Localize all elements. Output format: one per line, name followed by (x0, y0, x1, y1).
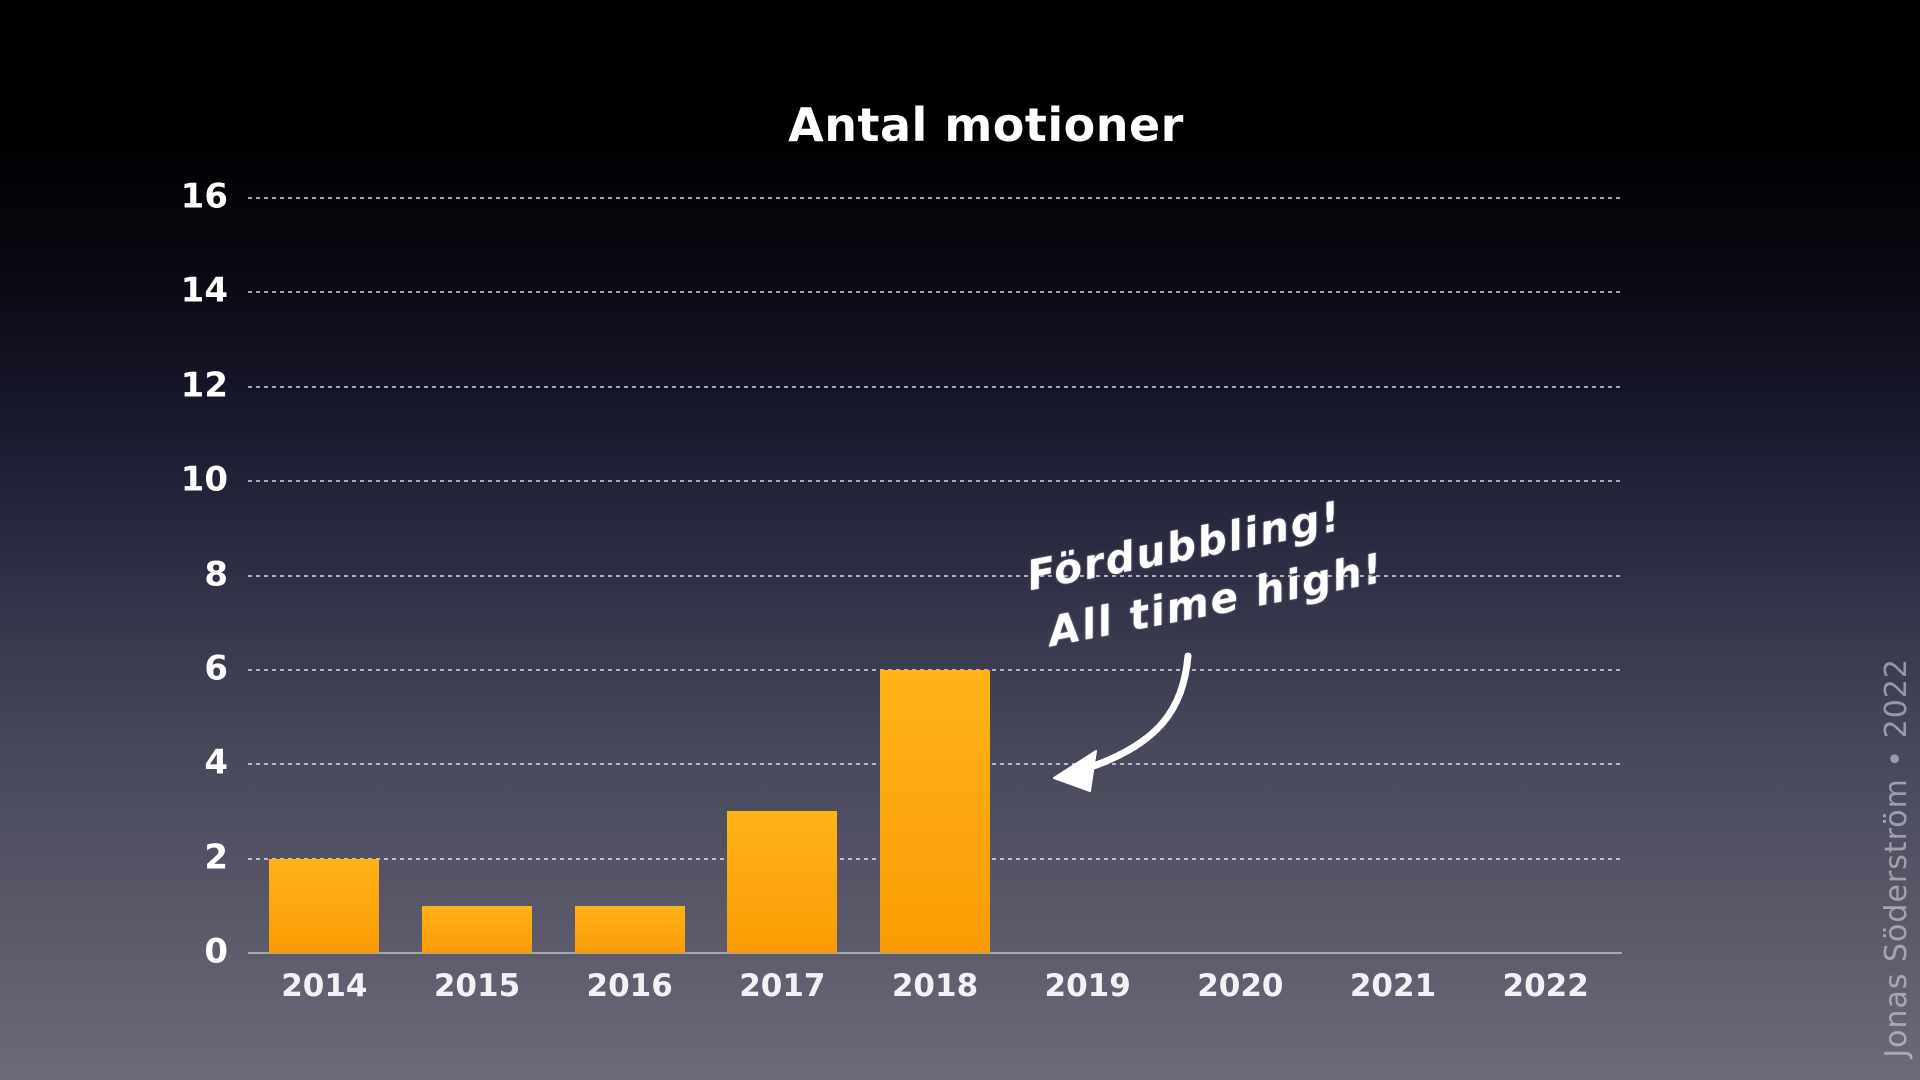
bar-2014 (269, 858, 380, 953)
x-axis-tick-label-2015: 2015 (433, 968, 521, 1004)
gridline-y-16 (248, 197, 1622, 199)
x-axis-tick-label-2019: 2019 (1044, 968, 1131, 1004)
y-axis-tick-label-16: 16 (180, 176, 228, 217)
y-axis-tick-label-0: 0 (204, 931, 228, 972)
chart-title: Antal motioner (788, 98, 1184, 152)
y-axis-tick-label-4: 4 (204, 742, 228, 783)
x-axis-tick-label-2017: 2017 (739, 968, 826, 1004)
x-axis-tick-label-2018: 2018 (891, 968, 979, 1004)
y-axis-tick-label-10: 10 (180, 459, 228, 500)
x-axis-tick-label-2022: 2022 (1502, 968, 1589, 1004)
bar-2018 (880, 669, 990, 953)
annotation-text: Fördubbling! All time high! (1022, 472, 1437, 665)
x-axis-tick-label-2016: 2016 (586, 968, 673, 1004)
y-axis-tick-label-2: 2 (204, 837, 228, 878)
bar-2017 (727, 811, 838, 953)
y-axis-tick-label-6: 6 (204, 648, 228, 689)
bar-2015 (422, 905, 532, 953)
bar-2016 (574, 905, 685, 953)
y-axis-tick-label-14: 14 (180, 270, 228, 311)
gridline-y-12 (248, 385, 1622, 388)
x-axis-baseline (248, 952, 1622, 954)
x-axis-tick-label-2020: 2020 (1197, 968, 1284, 1004)
annotation-arrow-icon (1053, 652, 1192, 792)
y-axis-tick-label-8: 8 (204, 553, 228, 594)
gridline-y-8 (248, 574, 1622, 577)
x-axis-tick-label-2014: 2014 (281, 968, 368, 1004)
y-axis-tick-label-12: 12 (180, 365, 228, 406)
gridline-y-14 (248, 291, 1622, 294)
x-axis-tick-label-2021: 2021 (1349, 968, 1437, 1004)
author-watermark: Jonas Söderström • 2022 (1879, 658, 1914, 1058)
gridline-y-10 (248, 480, 1622, 483)
